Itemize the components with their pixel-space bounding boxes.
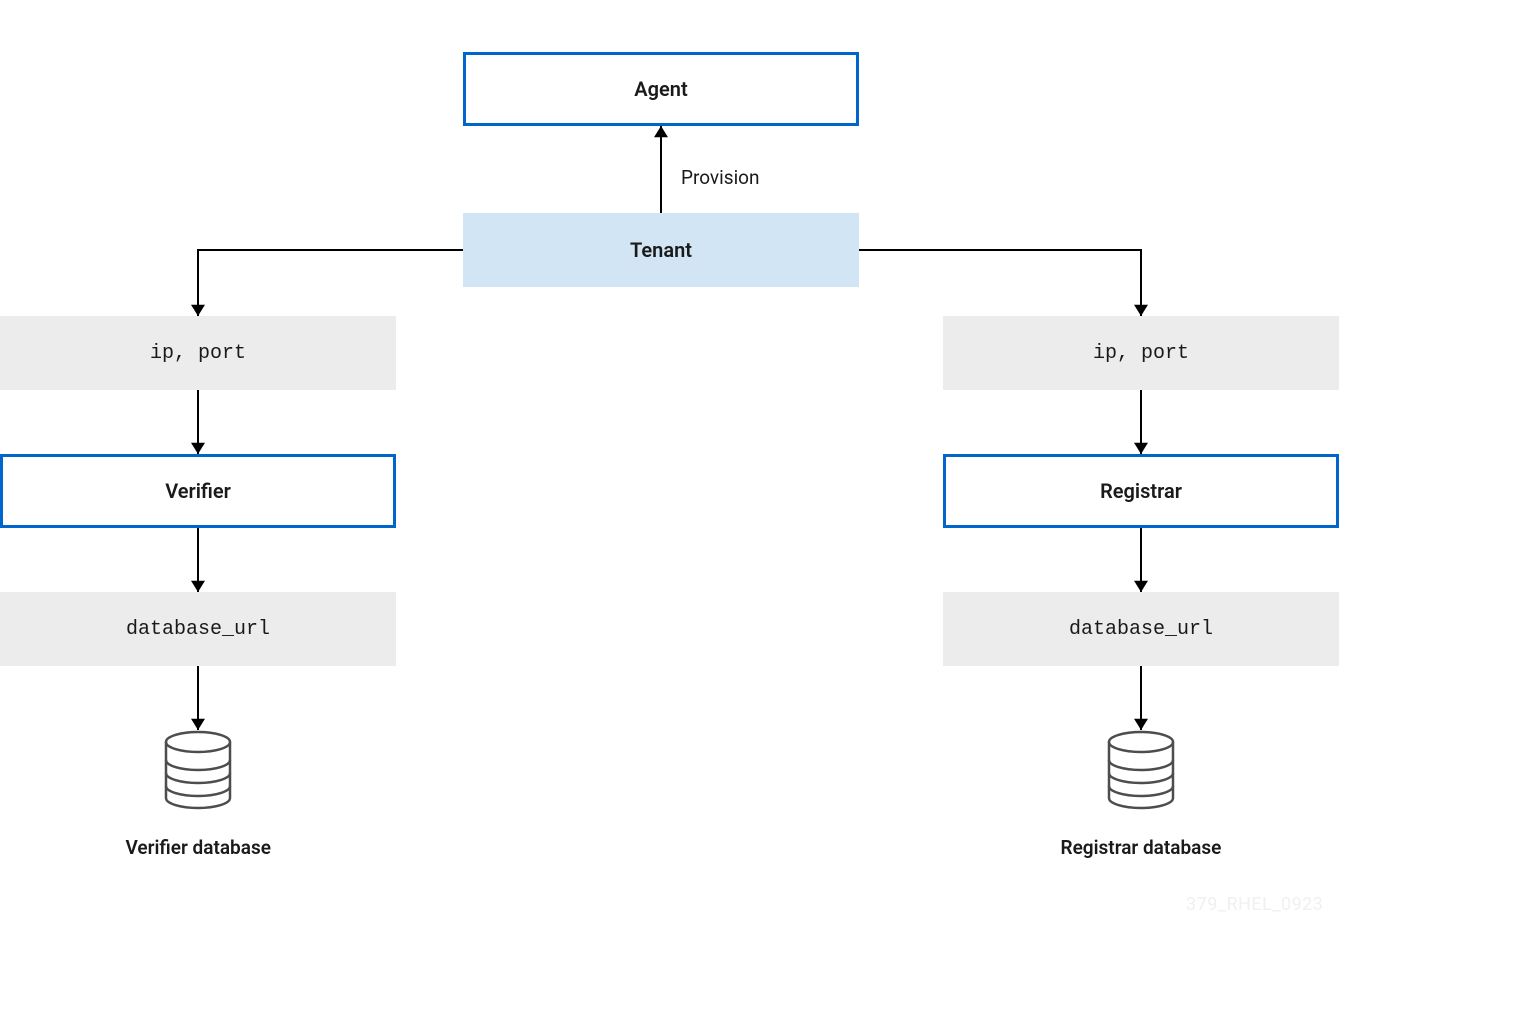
node-agent: Agent <box>463 52 859 126</box>
node-agent-label: Agent <box>634 77 687 101</box>
database-label-left: Verifier database <box>126 836 271 859</box>
node-registrar-label: Registrar <box>1100 479 1182 503</box>
node-dburl-right: database_url <box>943 592 1339 666</box>
node-verifier: Verifier <box>0 454 396 528</box>
diagram-canvas: Agent Tenant ip, port ip, port Verifier … <box>0 0 1520 1025</box>
database-icon-right <box>1105 730 1177 818</box>
database-label-right: Registrar database <box>1061 836 1222 859</box>
node-dburl-left: database_url <box>0 592 396 666</box>
node-ipport-right: ip, port <box>943 316 1339 390</box>
watermark-text: 379_RHEL_0923 <box>1186 894 1323 915</box>
node-ipport-left-label: ip, port <box>150 342 246 365</box>
node-verifier-label: Verifier <box>165 479 231 503</box>
node-registrar: Registrar <box>943 454 1339 528</box>
node-ipport-right-label: ip, port <box>1093 342 1189 365</box>
node-dburl-left-label: database_url <box>126 618 270 641</box>
edge-label-provision: Provision <box>681 166 760 189</box>
node-ipport-left: ip, port <box>0 316 396 390</box>
database-icon-left <box>162 730 234 818</box>
node-dburl-right-label: database_url <box>1069 618 1213 641</box>
node-tenant-label: Tenant <box>630 238 692 262</box>
node-tenant: Tenant <box>463 213 859 287</box>
